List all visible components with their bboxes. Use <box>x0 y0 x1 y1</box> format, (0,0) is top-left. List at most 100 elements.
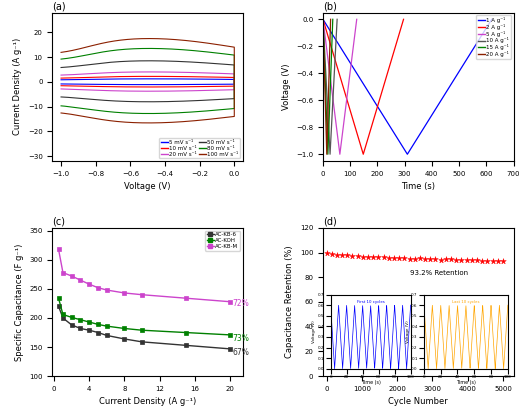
Line: 2 A g⁻¹: 2 A g⁻¹ <box>323 19 403 154</box>
AC-KOH <box>69 315 75 320</box>
10 mV s⁻¹ <box>146 74 152 79</box>
100 mV s⁻¹ <box>143 120 149 125</box>
80 mV s⁻¹ <box>148 46 154 51</box>
Point <box>338 251 346 258</box>
AC-KB-6 <box>139 339 145 344</box>
80 mV s⁻¹ <box>146 46 152 51</box>
Point <box>348 252 357 259</box>
100 mV s⁻¹ <box>58 50 64 55</box>
X-axis label: Current Density (A g⁻¹): Current Density (A g⁻¹) <box>99 398 196 406</box>
80 mV s⁻¹ <box>215 51 222 56</box>
Line: 100 mV s⁻¹: 100 mV s⁻¹ <box>61 38 234 123</box>
AC-KOH <box>60 312 66 317</box>
AC-KB-6 <box>69 322 75 327</box>
50 mV s⁻¹ <box>200 98 206 103</box>
80 mV s⁻¹ <box>58 103 64 108</box>
20 A g⁻¹ <box>328 17 334 22</box>
Point <box>478 257 486 264</box>
Point <box>390 255 398 262</box>
Point <box>483 257 492 264</box>
80 mV s⁻¹ <box>58 56 64 61</box>
50 mV s⁻¹ <box>58 94 64 99</box>
1 A g⁻¹ <box>404 152 410 157</box>
5 mV s⁻¹ <box>58 77 64 82</box>
100 mV s⁻¹ <box>119 38 126 43</box>
Point <box>343 252 352 258</box>
X-axis label: Cycle Number: Cycle Number <box>388 398 448 406</box>
Point <box>364 254 372 260</box>
Text: 67%: 67% <box>233 349 249 357</box>
10 A g⁻¹ <box>327 152 333 157</box>
AC-KB-M <box>95 285 101 290</box>
20 mV s⁻¹ <box>215 71 222 76</box>
Point <box>467 257 476 263</box>
AC-KB-6 <box>104 333 110 338</box>
5 mV s⁻¹ <box>148 76 154 82</box>
10 mV s⁻¹ <box>146 84 152 89</box>
Point <box>494 257 502 264</box>
50 mV s⁻¹ <box>119 59 126 64</box>
Point <box>395 255 403 262</box>
10 A g⁻¹ <box>327 152 333 157</box>
20 mV s⁻¹ <box>146 69 152 74</box>
Point <box>385 254 393 261</box>
AC-KB-6 <box>227 347 233 352</box>
Line: 80 mV s⁻¹: 80 mV s⁻¹ <box>61 48 234 114</box>
Point <box>473 257 481 264</box>
5 mV s⁻¹ <box>146 82 152 87</box>
100 mV s⁻¹ <box>215 42 222 47</box>
Text: 72%: 72% <box>233 299 249 308</box>
2 A g⁻¹ <box>400 17 407 22</box>
AC-KB-M <box>104 288 110 293</box>
5 mV s⁻¹ <box>143 82 149 87</box>
1 A g⁻¹ <box>488 17 495 22</box>
20 mV s⁻¹ <box>119 70 126 75</box>
20 mV s⁻¹ <box>172 89 179 94</box>
Point <box>442 256 450 263</box>
AC-KOH <box>104 324 110 329</box>
50 mV s⁻¹ <box>143 99 149 104</box>
AC-KB-6 <box>60 316 66 321</box>
50 mV s⁻¹ <box>172 99 179 104</box>
Point <box>426 255 434 262</box>
AC-KB-M <box>86 282 92 287</box>
2 A g⁻¹ <box>320 17 326 22</box>
20 mV s⁻¹ <box>200 88 206 93</box>
20 A g⁻¹ <box>320 17 326 22</box>
AC-KB-6 <box>56 304 62 309</box>
5 mV s⁻¹ <box>200 82 206 87</box>
Point <box>462 256 471 263</box>
5 A g⁻¹ <box>320 17 326 22</box>
1 A g⁻¹ <box>404 152 410 157</box>
Line: 20 A g⁻¹: 20 A g⁻¹ <box>323 19 331 154</box>
100 mV s⁻¹ <box>148 36 154 41</box>
15 A g⁻¹ <box>320 17 326 22</box>
AC-KB-M <box>69 273 75 278</box>
Point <box>328 250 336 257</box>
Legend: 1 A g⁻¹, 2 A g⁻¹, 5 A g⁻¹, 10 A g⁻¹, 15 A g⁻¹, 20 A g⁻¹: 1 A g⁻¹, 2 A g⁻¹, 5 A g⁻¹, 10 A g⁻¹, 15 … <box>476 15 511 59</box>
AC-KOH <box>78 317 84 322</box>
10 mV s⁻¹ <box>172 84 179 89</box>
AC-KOH <box>95 322 101 327</box>
AC-KB-M <box>183 296 189 301</box>
Point <box>421 256 429 263</box>
AC-KOH <box>227 332 233 337</box>
5 mV s⁻¹ <box>58 82 64 87</box>
100 mV s⁻¹ <box>146 36 152 41</box>
15 A g⁻¹ <box>325 152 331 157</box>
80 mV s⁻¹ <box>119 47 126 52</box>
Legend: 5 mV s⁻¹, 10 mV s⁻¹, 20 mV s⁻¹, 50 mV s⁻¹, 80 mV s⁻¹, 100 mV s⁻¹: 5 mV s⁻¹, 10 mV s⁻¹, 20 mV s⁻¹, 50 mV s⁻… <box>159 138 240 158</box>
50 mV s⁻¹ <box>146 58 152 63</box>
2 A g⁻¹ <box>360 152 366 157</box>
AC-KB-6 <box>121 336 127 342</box>
Point <box>431 255 440 262</box>
Y-axis label: Capacitance Retention (%): Capacitance Retention (%) <box>285 246 294 358</box>
AC-KB-6 <box>86 328 92 333</box>
AC-KB-6 <box>183 343 189 348</box>
5 mV s⁻¹ <box>215 77 222 82</box>
80 mV s⁻¹ <box>172 110 179 115</box>
X-axis label: Voltage (V): Voltage (V) <box>124 182 171 191</box>
20 mV s⁻¹ <box>58 73 64 78</box>
Line: 1 A g⁻¹: 1 A g⁻¹ <box>323 19 492 154</box>
Line: AC-KOH: AC-KOH <box>57 296 232 337</box>
